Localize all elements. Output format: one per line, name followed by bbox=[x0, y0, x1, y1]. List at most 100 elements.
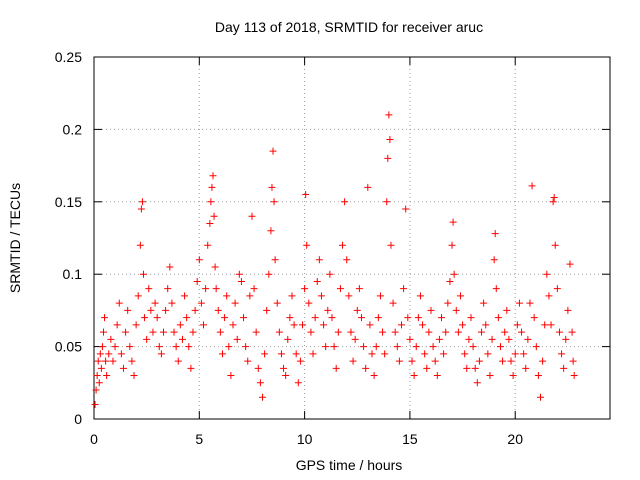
data-point bbox=[370, 372, 378, 380]
data-point bbox=[507, 357, 515, 365]
data-point bbox=[452, 306, 460, 314]
data-point bbox=[164, 285, 172, 293]
data-point bbox=[391, 328, 399, 336]
data-point bbox=[562, 335, 570, 343]
data-point bbox=[204, 241, 212, 249]
x-tick-label: 10 bbox=[297, 431, 313, 447]
data-point bbox=[404, 314, 412, 322]
data-point bbox=[503, 306, 511, 314]
data-point bbox=[200, 321, 208, 329]
data-point bbox=[383, 198, 391, 206]
data-point bbox=[237, 277, 245, 285]
data-point bbox=[427, 306, 435, 314]
data-point bbox=[384, 154, 392, 162]
data-point bbox=[102, 357, 110, 365]
data-point bbox=[515, 299, 523, 307]
data-point bbox=[315, 256, 323, 264]
data-point bbox=[124, 306, 132, 314]
data-point bbox=[488, 335, 496, 343]
data-point bbox=[170, 328, 178, 336]
data-point bbox=[141, 314, 149, 322]
data-point bbox=[265, 270, 273, 278]
data-point bbox=[91, 401, 99, 409]
data-point bbox=[553, 285, 561, 293]
data-point bbox=[94, 357, 102, 365]
x-tick-label: 15 bbox=[402, 431, 418, 447]
data-point bbox=[162, 306, 170, 314]
data-point bbox=[400, 285, 408, 293]
data-point bbox=[339, 241, 347, 249]
data-point bbox=[93, 372, 101, 380]
data-point bbox=[320, 321, 328, 329]
data-point bbox=[528, 182, 536, 190]
data-point bbox=[151, 299, 159, 307]
data-point bbox=[490, 256, 498, 264]
data-point bbox=[185, 343, 193, 351]
data-point bbox=[484, 350, 492, 358]
data-point bbox=[288, 292, 296, 300]
data-point bbox=[536, 393, 544, 401]
data-point bbox=[478, 328, 486, 336]
data-point bbox=[275, 328, 283, 336]
data-point bbox=[138, 198, 146, 206]
data-point bbox=[229, 321, 237, 329]
data-point bbox=[482, 321, 490, 329]
data-point bbox=[486, 372, 494, 380]
data-point bbox=[414, 314, 422, 322]
data-point bbox=[267, 227, 275, 235]
data-point bbox=[530, 314, 538, 322]
data-point bbox=[311, 314, 319, 322]
grid-layer bbox=[94, 57, 610, 419]
data-point bbox=[139, 270, 147, 278]
data-point bbox=[147, 306, 155, 314]
data-point bbox=[292, 350, 300, 358]
data-point bbox=[397, 321, 405, 329]
data-point bbox=[166, 263, 174, 271]
data-point bbox=[416, 292, 424, 300]
data-point bbox=[345, 292, 353, 300]
data-point bbox=[547, 321, 555, 329]
data-point bbox=[496, 343, 504, 351]
data-point bbox=[302, 191, 310, 199]
data-point bbox=[545, 292, 553, 300]
data-point bbox=[558, 350, 566, 358]
data-point bbox=[221, 314, 229, 322]
data-point bbox=[449, 218, 457, 226]
data-point bbox=[299, 321, 307, 329]
data-point bbox=[92, 386, 100, 394]
data-point bbox=[438, 314, 446, 322]
data-point bbox=[97, 364, 105, 372]
data-point bbox=[160, 328, 168, 336]
data-point bbox=[433, 372, 441, 380]
data-point bbox=[429, 343, 437, 351]
x-tick-label: 20 bbox=[507, 431, 523, 447]
data-point bbox=[442, 328, 450, 336]
data-point bbox=[518, 328, 526, 336]
data-point bbox=[191, 306, 199, 314]
data-point bbox=[211, 263, 219, 271]
data-point bbox=[107, 335, 115, 343]
data-point bbox=[505, 335, 513, 343]
data-point bbox=[395, 357, 403, 365]
x-axis-label: GPS time / hours bbox=[296, 457, 403, 473]
data-point bbox=[560, 364, 568, 372]
data-point bbox=[366, 321, 374, 329]
data-point bbox=[385, 111, 393, 119]
data-point bbox=[372, 343, 380, 351]
data-point bbox=[193, 277, 201, 285]
data-point bbox=[254, 364, 262, 372]
data-point bbox=[172, 343, 180, 351]
data-point bbox=[105, 350, 113, 358]
data-point bbox=[261, 350, 269, 358]
data-point bbox=[522, 364, 530, 372]
x-tick-label: 5 bbox=[195, 431, 203, 447]
data-point bbox=[393, 343, 401, 351]
plot-frame bbox=[93, 56, 611, 420]
data-point bbox=[421, 350, 429, 358]
data-point bbox=[566, 260, 574, 268]
data-point bbox=[353, 306, 361, 314]
data-point bbox=[207, 198, 215, 206]
data-point bbox=[387, 241, 395, 249]
data-point bbox=[168, 299, 176, 307]
